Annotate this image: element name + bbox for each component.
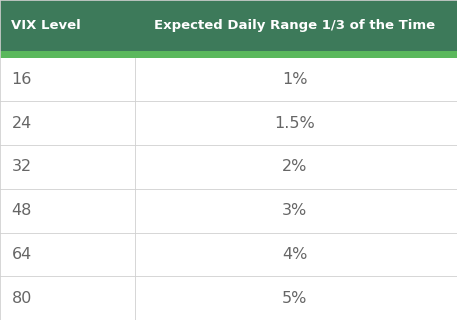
Text: 1.5%: 1.5% bbox=[274, 116, 315, 131]
Bar bbox=[0, 51, 457, 58]
Text: 64: 64 bbox=[11, 247, 32, 262]
Bar bbox=[0, 145, 457, 189]
Bar bbox=[0, 276, 457, 320]
Bar bbox=[0, 189, 457, 233]
Text: 2%: 2% bbox=[282, 159, 308, 174]
Text: 16: 16 bbox=[11, 72, 32, 87]
Text: 48: 48 bbox=[11, 203, 32, 218]
Text: 1%: 1% bbox=[282, 72, 308, 87]
Bar bbox=[0, 233, 457, 276]
Text: 32: 32 bbox=[11, 159, 32, 174]
Bar bbox=[0, 101, 457, 145]
Bar bbox=[0, 58, 457, 101]
Text: 24: 24 bbox=[11, 116, 32, 131]
Text: VIX Level: VIX Level bbox=[11, 19, 81, 32]
Text: 4%: 4% bbox=[282, 247, 308, 262]
Text: 80: 80 bbox=[11, 291, 32, 306]
Text: 3%: 3% bbox=[282, 203, 308, 218]
Bar bbox=[0, 0, 457, 51]
Text: Expected Daily Range 1/3 of the Time: Expected Daily Range 1/3 of the Time bbox=[154, 19, 436, 32]
Text: 5%: 5% bbox=[282, 291, 308, 306]
